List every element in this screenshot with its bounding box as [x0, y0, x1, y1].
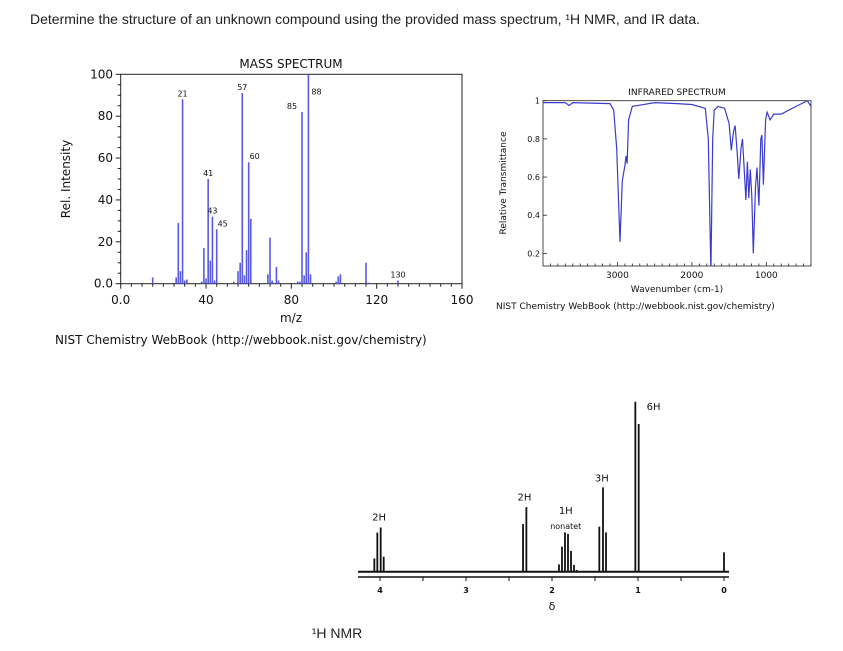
ms-peak-label: 57 — [237, 83, 247, 92]
ir-transmittance-line — [543, 100, 811, 266]
nmr-integration-label: 1H — [559, 506, 573, 517]
nmr-x-tick-label: 3 — [463, 586, 469, 595]
ms-peak-label: 60 — [250, 152, 260, 161]
ir-y-tick-label: 0.6 — [527, 173, 540, 182]
ir-source-caption: NIST Chemistry WebBook (http://webbook.n… — [496, 302, 775, 312]
ms-peak-label: 21 — [177, 89, 187, 98]
nmr-annotations: 2H 2H 1H nonatet 3H 6H — [372, 402, 660, 531]
nmr-x-tick-label: 4 — [377, 586, 383, 595]
nmr-x-tick-label: 1 — [635, 586, 641, 595]
nmr-x-tick-label: 2 — [549, 586, 555, 595]
ms-y-tick-label: 0.0 — [94, 277, 113, 291]
ms-peak-label: 88 — [311, 87, 321, 96]
ir-x-tick-label: 2000 — [680, 271, 703, 281]
ir-y-label: Relative Transmittance — [499, 131, 509, 234]
ms-x-tick-label: 0.0 — [111, 293, 130, 307]
ms-bars — [151, 74, 399, 284]
ms-x-tick-label: 40 — [198, 293, 213, 307]
ms-peak-label: 130 — [390, 271, 405, 280]
ir-x-tick-label: 1000 — [755, 271, 778, 281]
ms-x-tick-label: 160 — [451, 293, 474, 307]
ms-source-caption: NIST Chemistry WebBook (http://webbook.n… — [55, 333, 427, 347]
h-nmr-chart: 4 3 2 1 0 2H 2H 1H nonatet 3H 6H δ ¹H NMR — [312, 401, 729, 641]
ir-x-tick-label: 3000 — [606, 271, 629, 281]
ms-y-tick-label: 80 — [98, 109, 113, 123]
nmr-integration-label: nonatet — [550, 522, 581, 531]
ms-peak-label: 85 — [287, 102, 297, 111]
ir-plot-frame — [542, 100, 812, 267]
ms-y-tick-label: 20 — [98, 235, 113, 249]
ms-x-tick-label: 120 — [365, 293, 388, 307]
mass-spectrum-chart: MASS SPECTRUM 0.0 40 80 120 160 0.0 20 40 60 80 10… — [55, 57, 473, 347]
nmr-x-label: δ — [549, 600, 556, 613]
ir-axis-ticks: 3000 2000 1000 0.2 0.4 0.6 0.8 1 — [527, 97, 812, 281]
ms-y-tick-label: 40 — [98, 193, 113, 207]
ir-x-label: Wavenumber (cm-1) — [631, 285, 723, 295]
ms-x-label: m/z — [280, 311, 302, 325]
ir-title: INFRARED SPECTRUM — [628, 88, 726, 98]
question-text: Determine the structure of an unknown co… — [30, 11, 700, 27]
ir-y-tick-label: 0.2 — [527, 249, 540, 258]
ms-x-tick-label: 80 — [284, 293, 299, 307]
ir-y-tick-label: 0.4 — [527, 211, 540, 220]
ir-y-tick-label: 1 — [535, 97, 540, 106]
nmr-integration-label: 2H — [372, 513, 386, 524]
ms-peak-label: 43 — [207, 207, 217, 216]
nmr-peaks — [373, 401, 725, 572]
nmr-integration-label: 6H — [647, 402, 661, 413]
nmr-integration-label: 2H — [518, 492, 532, 503]
ms-title: MASS SPECTRUM — [239, 57, 342, 71]
ms-peak-label: 45 — [218, 219, 228, 228]
nmr-integration-label: 3H — [595, 474, 609, 485]
ir-y-tick-label: 0.8 — [527, 135, 540, 144]
nmr-x-tick-label: 0 — [721, 586, 727, 595]
ir-spectrum-chart: INFRARED SPECTRUM 3000 2000 1000 0.2 0.4 0.6 0… — [496, 88, 812, 312]
ms-y-tick-label: 60 — [98, 151, 113, 165]
ms-y-label: Rel. Intensity — [59, 140, 73, 218]
ms-axis-ticks: 0.0 40 80 120 160 0.0 20 40 60 80 100 — [90, 67, 473, 307]
nmr-caption: ¹H NMR — [312, 625, 363, 641]
ms-y-tick-label: 100 — [90, 67, 113, 81]
ms-peak-label: 41 — [203, 169, 213, 178]
nmr-axis-ticks: 4 3 2 1 0 — [377, 577, 727, 595]
